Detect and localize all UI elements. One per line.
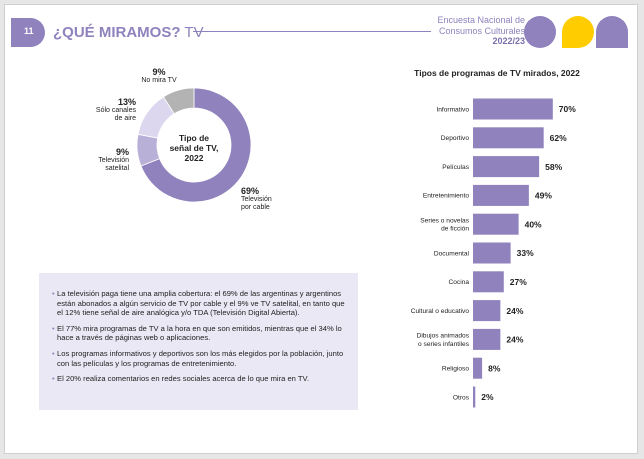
bar-value-label: 49%: [535, 191, 552, 201]
bar-category-label: Informativo: [436, 106, 469, 113]
survey-logo: [524, 16, 628, 48]
donut-label-air-line-1: Sólo canales: [95, 107, 136, 114]
bar-value-label: 58%: [545, 162, 562, 172]
page-number: 11: [24, 26, 34, 36]
survey-year: 2022/23: [492, 36, 525, 46]
highlights-box: La televisión paga tiene una amplia cobe…: [39, 273, 358, 410]
bar-category-label: Documental: [434, 250, 470, 257]
bar: [473, 328, 501, 350]
bar: [473, 98, 553, 120]
page-number-tab: [11, 18, 45, 47]
donut-label-cable-line-1: Televisión: [241, 196, 272, 203]
program-types-bar-chart: Informativo 70% Deportivo 62% Películas 58% En…: [411, 98, 576, 408]
bar-value-label: 40%: [525, 219, 542, 229]
bar-value-label: 27%: [510, 277, 527, 287]
bar-value-label: 24%: [506, 306, 523, 316]
bar: [473, 242, 511, 264]
bar: [473, 300, 501, 322]
donut-label-satellite-line-2: satelital: [105, 165, 129, 172]
logo-yellow-shape: [562, 16, 594, 48]
donut-center-label: Tipo de señal de TV, 2022: [164, 133, 224, 163]
bar-category-label: Religioso: [442, 366, 469, 373]
bar: [473, 271, 504, 293]
bar-value-label: 24%: [506, 335, 523, 345]
bar: [473, 184, 529, 206]
donut-center-line-2: señal de TV,: [169, 143, 219, 153]
bar-value-label: 8%: [488, 363, 501, 373]
bar-category-label: Entretenimiento: [423, 193, 470, 200]
survey-line-2: Consumos Culturales: [438, 25, 525, 36]
highlights-list: La televisión paga tiene una amplia cobe…: [39, 273, 358, 384]
donut-label-none: 9% No mira TV: [137, 67, 181, 85]
signal-type-donut: [136, 87, 252, 203]
bar-value-label: 2%: [481, 392, 494, 402]
bar-chart-title: Tipos de programas de TV mirados, 2022: [414, 68, 580, 78]
donut-label-air: 13% Sólo canales de aire: [86, 97, 136, 123]
bar-category-label: Dibujos animados o series infantiles: [417, 333, 470, 348]
donut-label-satellite: 9% Televisión satelital: [92, 147, 129, 173]
bar: [473, 156, 540, 178]
donut-center-line-3: 2022: [184, 153, 204, 163]
logo-purple-circle: [524, 16, 556, 48]
page-title: ¿QUÉ MIRAMOS? TV: [53, 24, 204, 41]
donut-pct-satellite: 9%: [115, 147, 129, 157]
logo-purple-arch: [596, 16, 628, 48]
bar-category-label: Películas: [442, 164, 469, 171]
donut-pct-cable: 69%: [241, 186, 260, 196]
donut-pct-none: 9%: [152, 67, 166, 77]
donut-slice-cable: [140, 87, 252, 203]
bar: [473, 386, 476, 408]
bar: [473, 213, 519, 235]
page-title-light: TV: [184, 24, 204, 41]
survey-line-1: Encuesta Nacional de: [437, 15, 525, 25]
highlight-item: El 77% mira programas de TV a la hora en…: [52, 324, 348, 343]
donut-label-air-line-2: de aire: [114, 115, 136, 122]
donut-label-cable-line-2: por cable: [241, 204, 270, 211]
bar-category-label: Series o novelas de ficción: [420, 217, 469, 232]
highlight-item: El 20% realiza comentarios en redes soci…: [52, 374, 348, 384]
bar-category-label: Cultural o educativo: [411, 308, 470, 315]
highlight-item: Los programas informativos y deportivos …: [52, 349, 348, 368]
donut-label-satellite-line-1: Televisión: [98, 157, 129, 164]
title-rule: [193, 31, 431, 32]
bar-value-label: 62%: [550, 133, 567, 143]
donut-pct-air: 13%: [117, 97, 136, 107]
bar-category-label: Deportivo: [441, 135, 470, 142]
donut-label-none-line-1: No mira TV: [141, 77, 177, 84]
survey-name: Encuesta Nacional de Consumos Culturales…: [437, 15, 525, 47]
highlight-item: La televisión paga tiene una amplia cobe…: [52, 289, 348, 318]
bar: [473, 127, 544, 149]
donut-label-cable: 69% Televisión por cable: [241, 186, 272, 212]
bar-value-label: 70%: [559, 104, 576, 114]
bar-category-label: Cocina: [448, 279, 469, 286]
page-title-bold: ¿QUÉ MIRAMOS?: [53, 24, 181, 41]
bar: [473, 357, 483, 379]
bar-value-label: 33%: [517, 248, 534, 258]
donut-center-line-1: Tipo de: [178, 133, 210, 143]
bar-category-label: Otros: [453, 394, 470, 401]
donut-slice-none: [162, 87, 195, 115]
